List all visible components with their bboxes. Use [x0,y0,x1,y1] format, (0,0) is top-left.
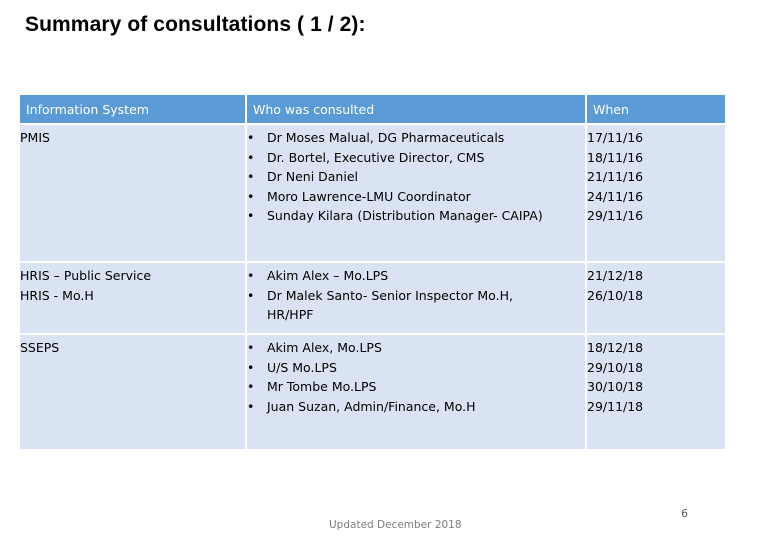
system-cell: HRIS – Public Service HRIS - Mo.H [18,261,247,335]
date: 29/10/18 [587,359,644,375]
header-who-consulted: Who was consulted [245,93,587,125]
date: 26/10/18 [587,287,644,303]
date: 17/11/16 [587,130,644,145]
when-cell: 21/12/18 26/10/18 [585,261,727,335]
table-header-row: Information System Who was consulted Whe… [18,93,727,125]
table-row: SSEPS Akim Alex, Mo.LPS U/S Mo.LPS Mr To… [18,333,727,451]
date: 30/10/18 [587,379,644,394]
date: 24/11/16 [587,188,644,204]
list-item: Moro Lawrence-LMU Coordinator [247,187,585,207]
footer-updated: Updated December 2018 [329,519,462,531]
who-cell: Dr Moses Malual, DG Pharmaceuticals Dr. … [245,123,587,263]
who-cell: Akim Alex – Mo.LPS Dr Malek Santo- Senio… [245,261,587,335]
when-cell: 18/12/18 29/10/18 30/10/18 29/11/18 [585,333,727,451]
system-name: PMIS [20,130,50,145]
list-item: U/S Mo.LPS [247,358,585,378]
system-cell: SSEPS [18,333,247,451]
list-item: Akim Alex, Mo.LPS [247,338,585,358]
page-number: 6 [681,507,688,520]
list-item: Mr Tombe Mo.LPS [247,377,585,397]
date: 21/11/16 [587,169,644,184]
table-row: HRIS – Public Service HRIS - Mo.H Akim A… [18,261,727,335]
system-cell: PMIS [18,123,247,263]
list-item: Akim Alex – Mo.LPS [247,266,585,286]
date: 29/11/16 [587,208,644,223]
when-cell: 17/11/16 18/11/16 21/11/16 24/11/16 29/1… [585,123,727,263]
date: 29/11/18 [587,398,644,414]
date: 18/12/18 [587,340,644,355]
who-cell: Akim Alex, Mo.LPS U/S Mo.LPS Mr Tombe Mo… [245,333,587,451]
system-name: SSEPS [20,340,60,355]
date: 18/11/16 [587,149,644,165]
list-item: Dr Malek Santo- Senior Inspector Mo.H, H… [247,286,537,325]
slide-title: Summary of consultations ( 1 / 2): [25,13,366,36]
list-item: Juan Suzan, Admin/Finance, Mo.H [247,397,585,417]
system-name: HRIS - Mo.H [20,287,94,303]
date: 21/12/18 [587,268,644,283]
list-item: Sunday Kilara (Distribution Manager- CAI… [247,206,585,226]
table-row: PMIS Dr Moses Malual, DG Pharmaceuticals… [18,123,727,263]
consultations-table: Information System Who was consulted Whe… [18,93,727,451]
header-when: When [585,93,727,125]
list-item: Dr Moses Malual, DG Pharmaceuticals [247,128,585,148]
list-item: Dr. Bortel, Executive Director, CMS [247,148,585,168]
header-information-system: Information System [18,93,247,125]
system-name: HRIS – Public Service [20,268,152,283]
list-item: Dr Neni Daniel [247,167,585,187]
